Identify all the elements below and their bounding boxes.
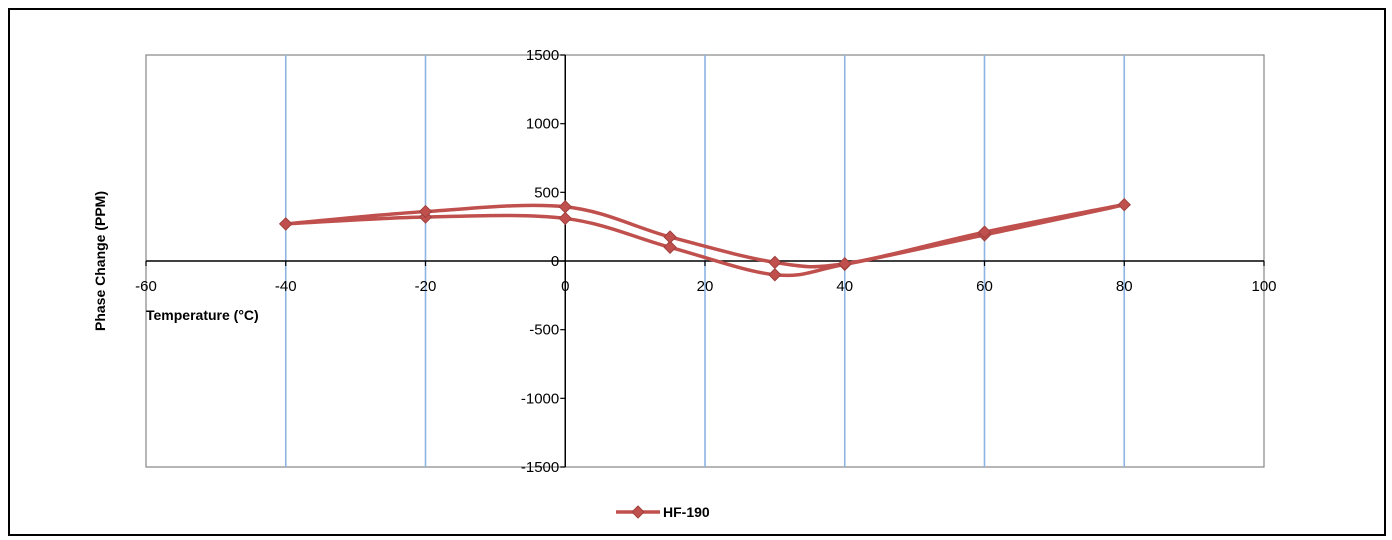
x-tick-label: 0 — [561, 278, 569, 295]
y-tick-labels: -1500 -1000 -500 0 500 1000 1500 — [521, 47, 559, 476]
y-tick-label: -500 — [529, 322, 559, 339]
axes — [145, 54, 1265, 468]
x-tick-label: -20 — [415, 278, 437, 295]
data-point — [1117, 197, 1131, 212]
y-tick-label: 1000 — [526, 116, 559, 133]
data-point — [838, 257, 852, 271]
data-point — [663, 240, 677, 254]
x-tick-label: -40 — [275, 278, 297, 295]
data-point — [768, 255, 782, 270]
y-tick-label: -1000 — [521, 390, 559, 407]
y-tick-label: -1500 — [521, 459, 559, 476]
legend: HF-190 — [616, 504, 710, 520]
x-axis-title: Temperature (°C) — [146, 307, 259, 323]
x-tick-label: 80 — [1116, 278, 1133, 295]
data-point — [663, 230, 677, 244]
series-layer — [279, 197, 1131, 282]
x-tick-label: 40 — [836, 278, 853, 295]
data-point — [977, 225, 992, 239]
x-tick-labels: -60 -40 -20 0 20 40 60 80 100 — [135, 278, 1276, 295]
data-point — [418, 204, 433, 219]
x-tick-label: -60 — [135, 278, 157, 295]
legend-marker — [631, 505, 645, 519]
y-tick-label: 500 — [534, 184, 559, 201]
y-axis-title: Phase Change (PPM) — [92, 191, 108, 331]
y-tick-label: 0 — [551, 253, 559, 270]
data-point — [558, 211, 572, 226]
chart-frame — [8, 8, 1386, 536]
x-tick-label: 20 — [697, 278, 714, 295]
data-point — [558, 200, 572, 214]
legend-label: HF-190 — [663, 504, 710, 520]
x-tick-label: 60 — [976, 278, 993, 295]
y-tick-label: 1500 — [526, 47, 559, 64]
x-tick-label: 100 — [1251, 278, 1276, 295]
data-point — [768, 268, 782, 282]
data-point — [279, 217, 293, 231]
